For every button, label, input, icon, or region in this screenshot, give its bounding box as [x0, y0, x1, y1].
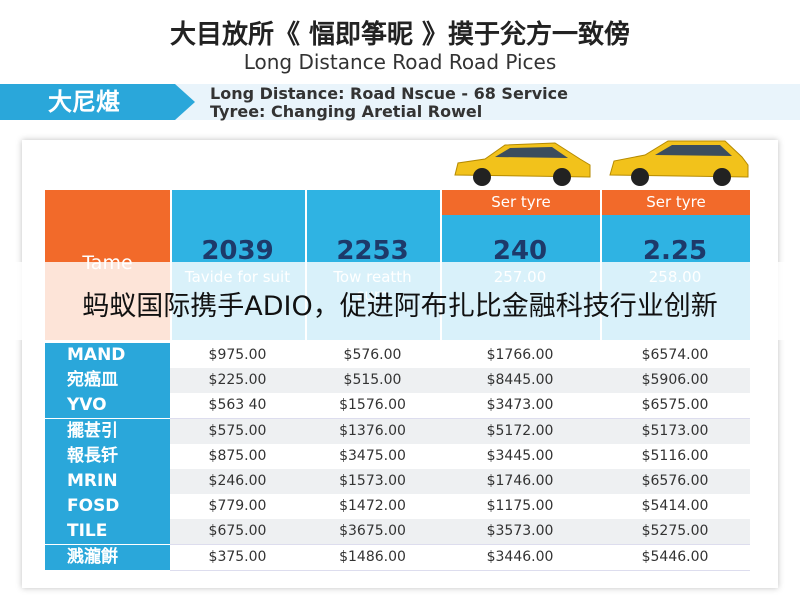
cell: $3445.00: [486, 447, 554, 464]
cell: $3573.00: [486, 523, 554, 540]
cell: $1376.00: [339, 422, 406, 439]
cell: $5275.00: [641, 523, 709, 540]
cell: $875.00: [208, 447, 267, 464]
cell: $1472.00: [339, 498, 406, 515]
header-value: 2.25: [642, 236, 708, 266]
row-label: 宛癌皿: [45, 368, 170, 394]
banner-line: Long Distance: Road Nscue - 68 Service: [210, 84, 568, 103]
row-label: 報長钎: [45, 443, 170, 469]
cell: $246.00: [208, 473, 267, 489]
row-label: TILE: [45, 519, 170, 545]
overlay-text: 蚂蚁国际携手ADIO，促进阿布扎比金融科技行业创新: [82, 291, 718, 322]
row-label: 擺甚引: [45, 418, 170, 444]
cell: $1746.00: [486, 473, 554, 489]
cell: $5906.00: [641, 372, 709, 389]
banner-label: 大尼煁: [0, 84, 175, 120]
cell: $3473.00: [486, 397, 554, 414]
header-value: 2039: [201, 236, 274, 266]
cell: $8445.00: [486, 372, 554, 389]
cell: $6576.00: [641, 473, 709, 489]
row-bg: [170, 494, 750, 521]
cell: $6575.00: [641, 397, 709, 414]
cell: $375.00: [208, 548, 267, 565]
cell: $779.00: [208, 498, 267, 515]
cell: $225.00: [208, 372, 267, 389]
cell: $576.00: [343, 347, 402, 363]
row-label: 溅瀧餠: [45, 544, 170, 570]
banner-arrow: [175, 84, 195, 120]
row-label: YVO: [45, 393, 170, 419]
cell: $6574.00: [641, 347, 709, 363]
row-label: MRIN: [45, 469, 170, 494]
cell: $675.00: [208, 523, 267, 540]
overlay-band: [0, 262, 800, 340]
cell: $5414.00: [641, 498, 709, 515]
car: [609, 140, 749, 186]
cell: $1573.00: [339, 473, 406, 489]
car: [454, 142, 591, 186]
cell: $3446.00: [486, 548, 554, 565]
cell: $1486.00: [339, 548, 406, 565]
header-value: 240: [492, 236, 548, 266]
title: 大目放所《 愊即筝昵 》摸于兊方一致傍: [169, 20, 631, 50]
row-label: FOSD: [45, 494, 170, 520]
cell: $5173.00: [641, 422, 709, 439]
cell: $1576.00: [339, 397, 406, 414]
row-bg: [170, 469, 750, 495]
cell: $5172.00: [486, 422, 554, 439]
cell: $1766.00: [486, 347, 554, 363]
cell: $575.00: [208, 422, 267, 439]
cell: $3475.00: [339, 447, 406, 464]
header-top: Ser tyre: [600, 190, 750, 215]
cell: $563 40: [208, 397, 267, 414]
cell: $5116.00: [641, 447, 709, 464]
row-bg: [170, 544, 750, 571]
cars: [454, 140, 749, 186]
row-label: MAND: [45, 343, 170, 368]
cell: $5446.00: [641, 548, 709, 565]
banner-line: Tyree: Changing Aretial Rowel: [210, 102, 483, 121]
cell: $975.00: [208, 347, 267, 363]
cell: $3675.00: [339, 523, 406, 540]
header-value: 2253: [336, 236, 409, 266]
cell: $1175.00: [486, 498, 554, 515]
subtitle: Long Distance Road Road Pices: [243, 50, 557, 74]
cell: $515.00: [343, 372, 402, 389]
header-top: Ser tyre: [440, 190, 600, 215]
